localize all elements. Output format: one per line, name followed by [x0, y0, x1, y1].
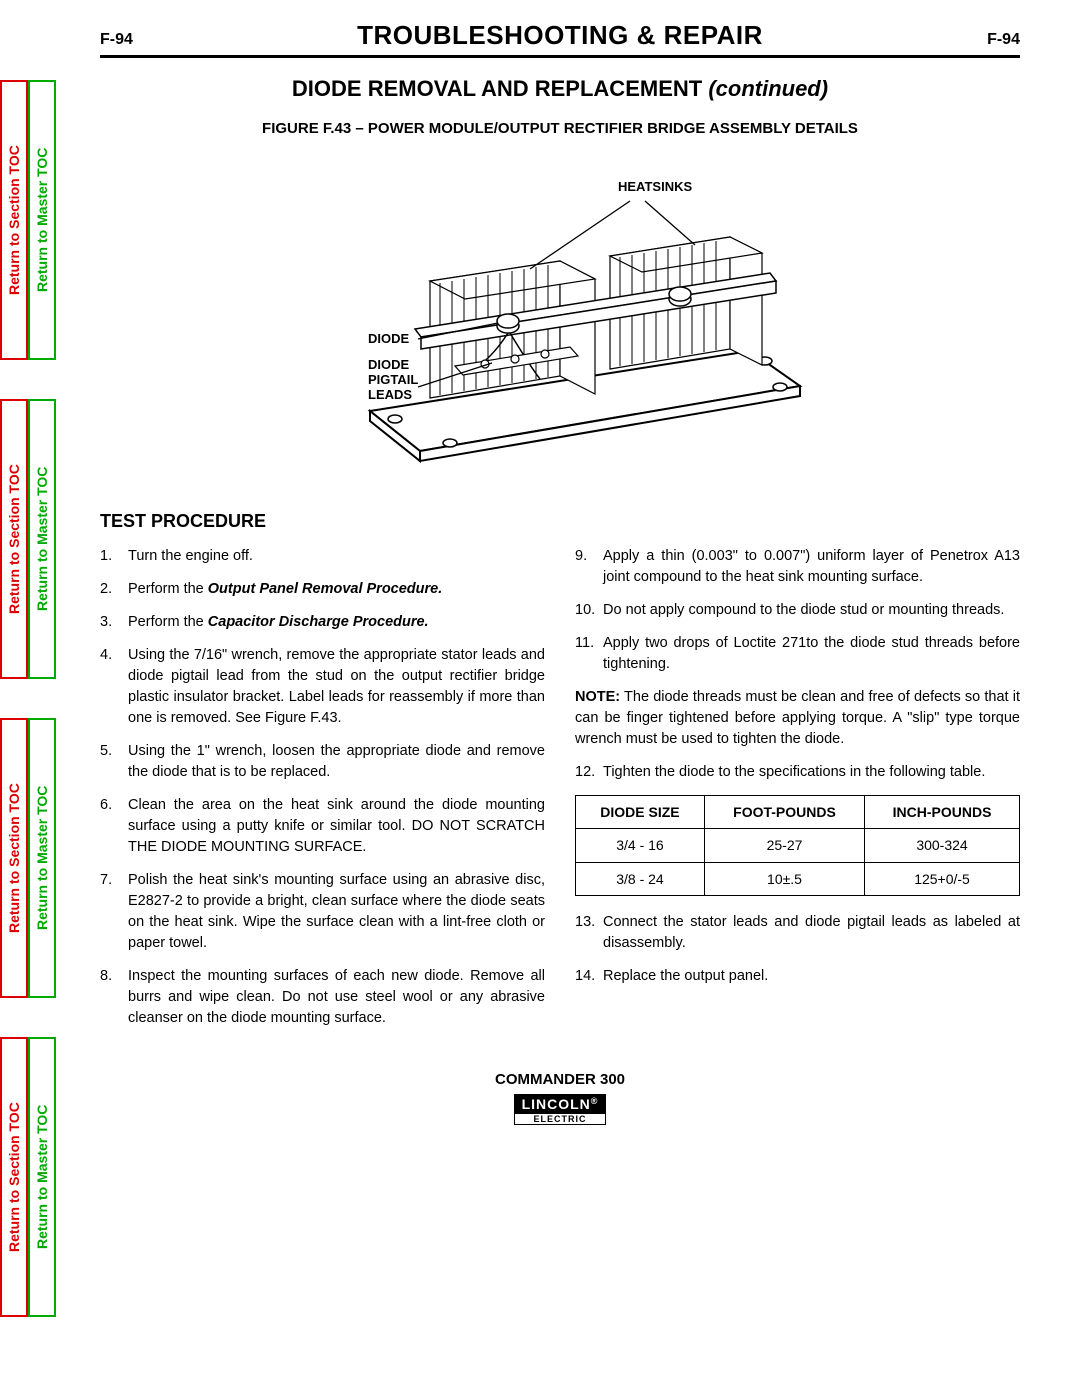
page-content: F-94 TROUBLESHOOTING & REPAIR F-94 DIODE… [70, 20, 1050, 1126]
logo-top: LINCOLN® [514, 1094, 607, 1114]
procedure-step: Inspect the mounting surfaces of each ne… [100, 966, 545, 1029]
procedure-step: Apply two drops of Loctite 271to the dio… [575, 633, 1020, 675]
lincoln-logo: LINCOLN® ELECTRIC [514, 1094, 607, 1125]
master-toc-link[interactable]: Return to Master TOC [28, 399, 56, 679]
subtitle: DIODE REMOVAL AND REPLACEMENT (continued… [100, 76, 1020, 102]
page-title: TROUBLESHOOTING & REPAIR [357, 20, 763, 51]
section-toc-link[interactable]: Return to Section TOC [0, 399, 28, 679]
table-header: FOOT-POUNDS [704, 796, 864, 829]
procedure-step: Do not apply compound to the diode stud … [575, 600, 1020, 621]
subtitle-main: DIODE REMOVAL AND REPLACEMENT [292, 76, 708, 101]
subtitle-continued: (continued) [708, 76, 828, 101]
table-cell: 25-27 [704, 829, 864, 862]
steps-1-8: Turn the engine off. Perform the Output P… [100, 546, 545, 1029]
footer-model: COMMANDER 300 [100, 1071, 1020, 1088]
procedure-step: Connect the stator leads and diode pigta… [575, 912, 1020, 954]
master-toc-link[interactable]: Return to Master TOC [28, 718, 56, 998]
procedure-step: Replace the output panel. [575, 966, 1020, 987]
section-toc-link[interactable]: Return to Section TOC [0, 80, 28, 360]
label-pigtail-3: LEADS [368, 387, 412, 402]
steps-9-11: Apply a thin (0.003" to 0.007") uniform … [575, 546, 1020, 675]
rectifier-assembly-svg [240, 161, 880, 471]
procedure-columns: Turn the engine off. Perform the Output P… [100, 546, 1020, 1041]
figure-caption: FIGURE F.43 – POWER MODULE/OUTPUT RECTIF… [100, 120, 1020, 137]
label-pigtail-2: PIGTAIL [368, 372, 418, 387]
page-header: F-94 TROUBLESHOOTING & REPAIR F-94 [100, 20, 1020, 58]
table-row: 3/8 - 2410±.5125+0/-5 [576, 862, 1020, 895]
label-pigtail-1: DIODE [368, 357, 409, 372]
master-toc-link[interactable]: Return to Master TOC [28, 1037, 56, 1317]
label-diode: DIODE [368, 331, 409, 346]
procedure-step: Turn the engine off. [100, 546, 545, 567]
table-cell: 125+0/-5 [865, 862, 1020, 895]
steps-12: Tighten the diode to the specifications … [575, 762, 1020, 783]
table-header: INCH-POUNDS [865, 796, 1020, 829]
procedure-step: Using the 7/16" wrench, remove the appro… [100, 645, 545, 729]
page-footer: COMMANDER 300 LINCOLN® ELECTRIC [100, 1071, 1020, 1126]
table-cell: 3/4 - 16 [576, 829, 705, 862]
procedure-step: Tighten the diode to the specifications … [575, 762, 1020, 783]
procedure-step: Using the 1" wrench, loosen the appropri… [100, 741, 545, 783]
section-heading: TEST PROCEDURE [100, 511, 1020, 532]
procedure-step: Polish the heat sink's mounting surface … [100, 870, 545, 954]
section-toc-link[interactable]: Return to Section TOC [0, 718, 28, 998]
right-column: Apply a thin (0.003" to 0.007") uniform … [575, 546, 1020, 1041]
note-text: NOTE: The diode threads must be clean an… [575, 687, 1020, 750]
table-cell: 10±.5 [704, 862, 864, 895]
label-heatsinks: HEATSINKS [618, 179, 692, 194]
side-nav-tabs: Return to Section TOC Return to Section … [0, 0, 60, 1397]
steps-13-14: Connect the stator leads and diode pigta… [575, 912, 1020, 987]
section-toc-link[interactable]: Return to Section TOC [0, 1037, 28, 1317]
logo-sub: ELECTRIC [514, 1113, 607, 1125]
page-code-left: F-94 [100, 31, 133, 49]
table-cell: 3/8 - 24 [576, 862, 705, 895]
procedure-step: Clean the area on the heat sink around t… [100, 795, 545, 858]
table-cell: 300-324 [865, 829, 1020, 862]
torque-table: DIODE SIZEFOOT-POUNDSINCH-POUNDS 3/4 - 1… [575, 795, 1020, 896]
master-toc-link[interactable]: Return to Master TOC [28, 80, 56, 360]
procedure-step: Perform the Capacitor Discharge Procedur… [100, 612, 545, 633]
table-header: DIODE SIZE [576, 796, 705, 829]
procedure-step: Apply a thin (0.003" to 0.007") uniform … [575, 546, 1020, 588]
left-column: Turn the engine off. Perform the Output P… [100, 546, 545, 1041]
page-code-right: F-94 [987, 31, 1020, 49]
figure-diagram: HEATSINKS DIODE DIODE PIGTAIL LEADS [240, 161, 880, 471]
table-row: 3/4 - 1625-27300-324 [576, 829, 1020, 862]
procedure-step: Perform the Output Panel Removal Procedu… [100, 579, 545, 600]
